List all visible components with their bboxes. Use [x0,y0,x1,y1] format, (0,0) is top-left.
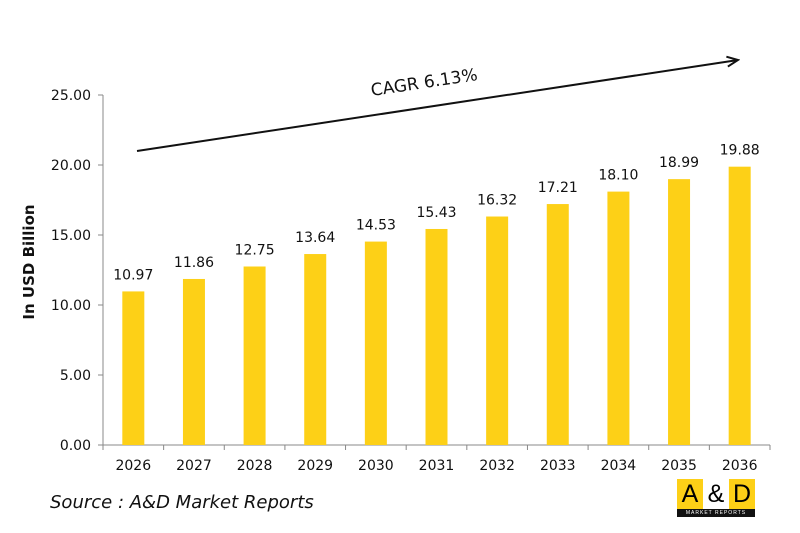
bar-2034 [607,191,630,445]
data-label: 14.53 [356,218,396,234]
source-note: Source : A&D Market Reports [50,492,314,513]
x-tick-label: 2029 [297,458,333,474]
data-label: 12.75 [235,243,275,259]
x-tick-label: 2030 [358,458,394,474]
logo: A & D MARKET REPORTS [677,479,755,517]
y-tick-label: 20.00 [51,158,91,174]
x-tick-label: 2028 [237,458,273,474]
bar-2032 [486,216,509,445]
y-tick-label: 0.00 [60,438,91,454]
bar-2026 [122,291,145,445]
y-axis-label: In USD Billion [20,204,38,319]
logo-letter: & [703,479,729,509]
x-axis: 2026 2027 2028 2029 2030 2031 2032 2033 2034 2035… [102,444,771,474]
y-tick-label: 25.00 [51,88,91,104]
data-label: 18.99 [659,155,699,171]
data-label: 15.43 [416,205,456,221]
bar-2027 [182,278,205,445]
cagr-arrow [136,60,738,152]
bars: 10.97 11.86 12.75 13.64 14.53 15.43 16.32 17.21… [113,143,760,445]
data-label: 11.86 [174,255,214,271]
bar-2029 [304,254,327,445]
data-label: 19.88 [720,143,760,159]
bar-2028 [243,266,266,445]
cagr-annotation: CAGR 6.13% [370,65,479,101]
x-tick-label: 2036 [722,458,758,474]
data-label: 18.10 [598,168,638,184]
data-label: 10.97 [113,267,153,283]
x-tick-label: 2032 [479,458,515,474]
data-label: 17.21 [538,180,578,196]
y-axis: 0.00 5.00 10.00 15.00 20.00 25.00 [51,88,104,454]
bar-2031 [425,228,448,445]
x-tick-label: 2033 [540,458,576,474]
data-label: 13.64 [295,230,335,246]
y-tick-label: 5.00 [60,368,91,384]
logo-letter: A [677,479,703,509]
x-tick-label: 2035 [661,458,697,474]
bar-2030 [364,241,387,445]
x-tick-label: 2027 [176,458,212,474]
logo-letter: D [729,479,755,509]
bar-2035 [668,179,691,445]
x-tick-label: 2034 [601,458,637,474]
bar-2036 [728,166,751,445]
y-tick-label: 10.00 [51,298,91,314]
x-tick-label: 2026 [115,458,151,474]
data-label: 16.32 [477,193,517,209]
y-tick-label: 15.00 [51,228,91,244]
bar-2033 [546,204,569,445]
x-tick-label: 2031 [419,458,455,474]
logo-subtitle: MARKET REPORTS [677,509,755,517]
